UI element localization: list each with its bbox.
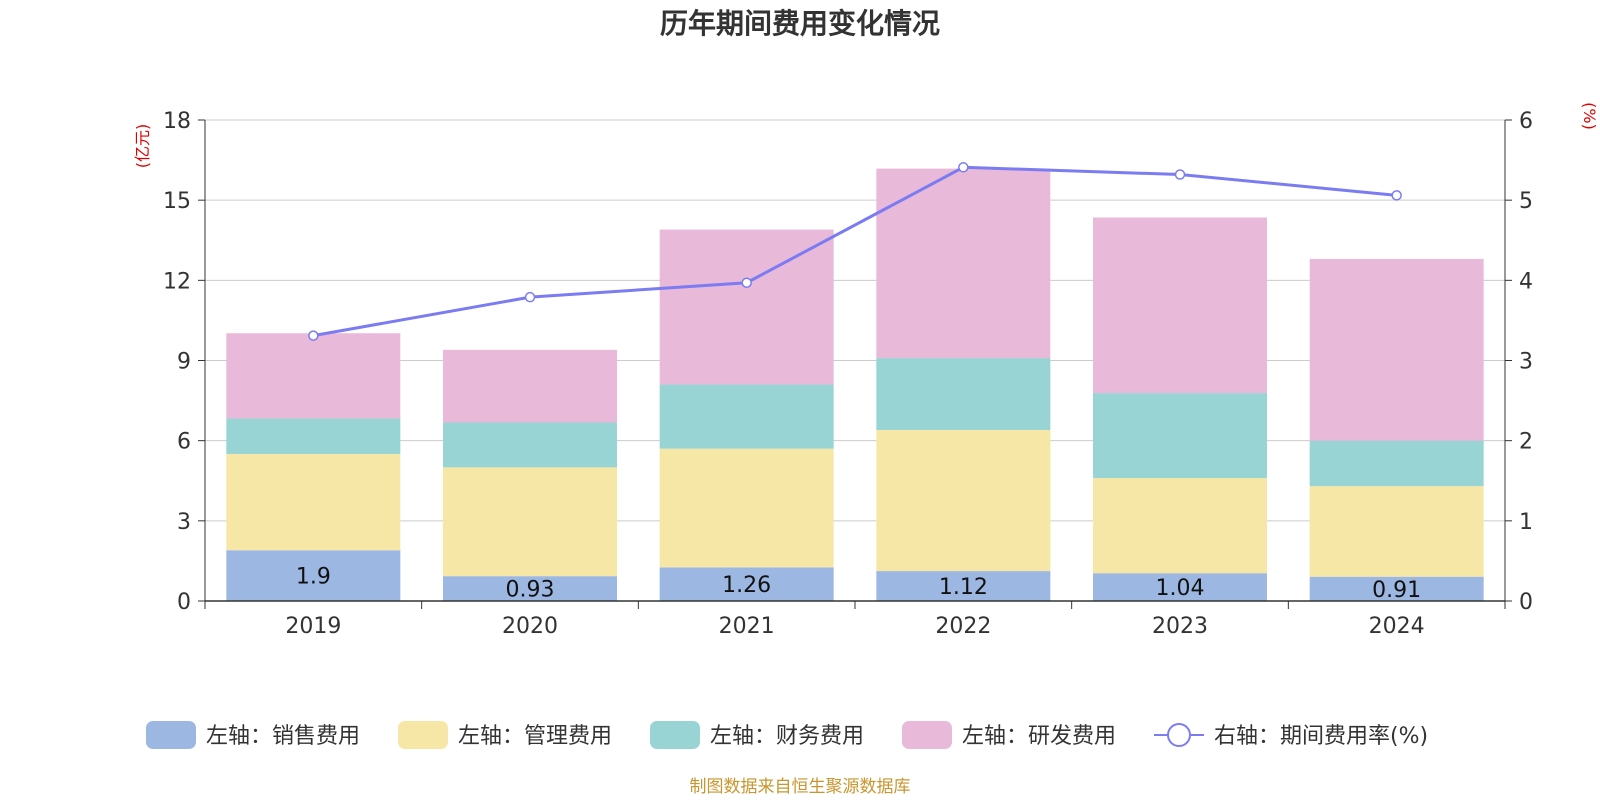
- x-axis-tick-label: 2021: [719, 614, 775, 639]
- x-axis-tick-label: 2024: [1369, 614, 1425, 639]
- x-axis-tick-label: 2023: [1152, 614, 1208, 639]
- legend-swatch: [398, 721, 448, 749]
- right-axis-tick-label: 1: [1519, 510, 1533, 535]
- right-axis-tick-label: 4: [1519, 269, 1533, 294]
- left-axis-tick-label: 6: [177, 430, 191, 455]
- left-axis-tick-label: 0: [177, 590, 191, 615]
- left-axis-tick-label: 18: [163, 109, 191, 134]
- legend-label: 右轴：期间费用率(%): [1214, 724, 1428, 749]
- legend-marker-icon: [1167, 723, 1191, 747]
- legend-swatch: [902, 721, 952, 749]
- bar-segment: [443, 576, 617, 601]
- chart-title: 历年期间费用变化情况: [659, 7, 940, 40]
- left-axis-tick-label: 3: [177, 510, 191, 535]
- bar-segment: [1309, 486, 1484, 577]
- rate-point: [958, 162, 969, 173]
- legend-label: 左轴：研发费用: [962, 724, 1116, 749]
- right-axis-tick-label: 3: [1519, 350, 1533, 375]
- bar-segment: [659, 567, 834, 601]
- bar-value-label: 1.04: [1156, 576, 1205, 601]
- rate-point: [1174, 169, 1186, 180]
- grid-lines: [205, 119, 1505, 522]
- bar-segment: [876, 358, 1051, 430]
- data-labels: 1.9 0.93 1.26 1.12 1.04 0.91: [296, 565, 1421, 603]
- legend-swatch: [650, 721, 700, 749]
- bar-segment: [443, 467, 617, 577]
- bar-value-label: 0.91: [1372, 578, 1421, 603]
- bar-segment: [1093, 573, 1267, 601]
- legend-label: 左轴：管理费用: [458, 724, 612, 749]
- source-note: 制图数据来自恒生聚源数据库: [689, 777, 911, 797]
- bar-value-label: 1.12: [939, 575, 988, 600]
- bar-segment: [443, 422, 617, 468]
- bar-segment: [876, 168, 1051, 359]
- bar-segment: [226, 333, 401, 419]
- rate-point: [741, 277, 752, 288]
- legend: 左轴：销售费用 左轴：管理费用 左轴：财务费用 左轴：研发费用 右轴：期间费用率(%): [146, 721, 1428, 749]
- bar-segment: [1309, 440, 1484, 487]
- stacked-bars: [226, 168, 1484, 601]
- bar-segment: [1093, 478, 1267, 574]
- right-axis-tick-label: 0: [1519, 590, 1533, 615]
- expense-rate-line: [308, 162, 1402, 341]
- x-axis-tick-label: 2020: [502, 614, 558, 639]
- bar-segment: [876, 571, 1051, 601]
- right-axis-tick-label: 2: [1519, 430, 1533, 455]
- bar-segment: [1093, 393, 1267, 479]
- left-axis-unit: (亿元): [133, 124, 152, 169]
- left-axis-tick-label: 12: [163, 269, 191, 294]
- rate-point: [308, 330, 319, 341]
- legend-label: 左轴：销售费用: [206, 724, 360, 749]
- x-axis-tick-label: 2019: [285, 614, 341, 639]
- bar-segment: [876, 429, 1051, 572]
- bar-value-label: 1.26: [722, 573, 771, 598]
- bar-segment: [443, 349, 617, 423]
- bar-segment: [226, 454, 401, 551]
- left-axis-tick-label: 15: [163, 189, 191, 214]
- bar-segment: [659, 448, 834, 568]
- bar-segment: [1093, 217, 1267, 394]
- bar-value-label: 1.9: [296, 565, 331, 590]
- bar-segment: [226, 418, 401, 455]
- right-axis-tick-label: 6: [1519, 109, 1533, 134]
- x-axis-tick-label: 2022: [935, 614, 991, 639]
- legend-swatch: [146, 721, 196, 749]
- legend-label: 左轴：财务费用: [710, 724, 864, 749]
- bar-segment: [226, 550, 401, 601]
- rate-point: [524, 291, 536, 303]
- bar-segment: [659, 229, 834, 385]
- bar-value-label: 0.93: [506, 578, 555, 603]
- left-axis-tick-label: 9: [177, 350, 191, 375]
- rate-point: [1391, 190, 1402, 201]
- bar-segment: [1309, 258, 1484, 441]
- right-axis-unit: (%): [1580, 102, 1599, 130]
- bar-segment: [1309, 576, 1484, 601]
- bar-segment: [659, 384, 834, 449]
- rate-line: [313, 165, 1397, 338]
- right-axis-tick-label: 5: [1519, 189, 1533, 214]
